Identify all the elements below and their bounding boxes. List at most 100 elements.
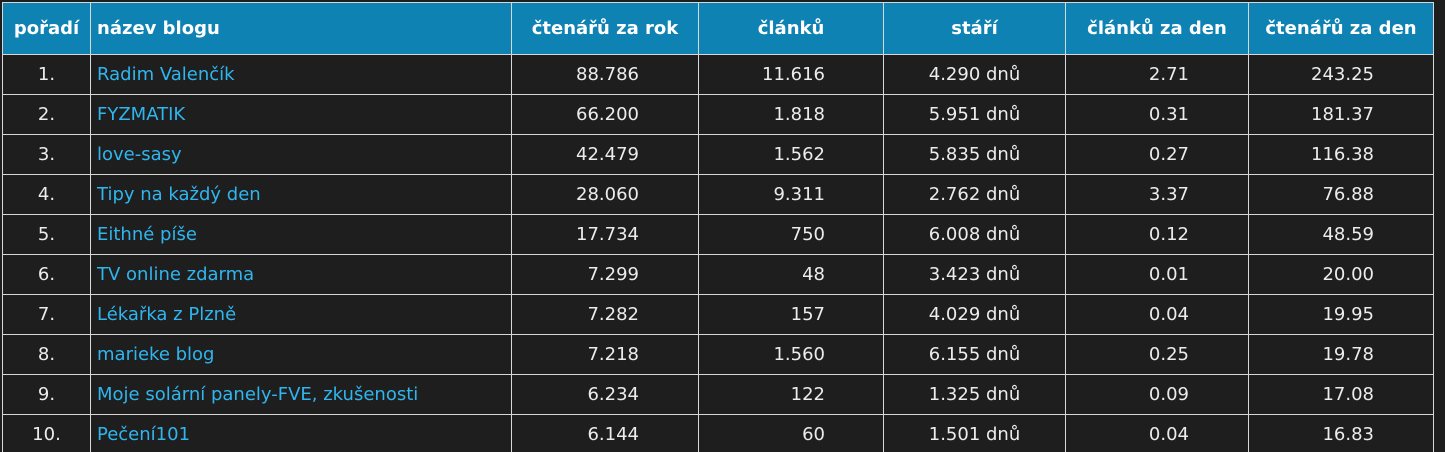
- cell-articles-per-day: 0.01: [1065, 254, 1249, 295]
- cell-blog-name: Eithné píše: [90, 214, 512, 255]
- cell-articles-per-day: 0.09: [1065, 374, 1249, 415]
- cell-readers-per-year: 7.282: [511, 294, 699, 335]
- cell-age: 6.008 dnů: [883, 214, 1066, 255]
- cell-readers-per-day: 181.37: [1248, 94, 1434, 135]
- table-header-row: pořadí název blogu čtenářů za rok článků…: [2, 2, 1434, 55]
- blog-link[interactable]: marieke blog: [97, 344, 215, 365]
- table-row: 8. marieke blog 7.218 1.560 6.155 dnů 0.25 19.…: [2, 334, 1434, 375]
- cell-articles: 11.616: [698, 54, 884, 95]
- cell-rank: 10.: [2, 414, 91, 452]
- cell-articles-per-day: 0.31: [1065, 94, 1249, 135]
- table-row: 6. TV online zdarma 7.299 48 3.423 dnů 0.01 20…: [2, 254, 1434, 295]
- cell-readers-per-year: 7.299: [511, 254, 699, 295]
- cell-age: 6.155 dnů: [883, 334, 1066, 375]
- cell-rank: 5.: [2, 214, 91, 255]
- cell-articles-per-day: 0.12: [1065, 214, 1249, 255]
- cell-articles: 1.562: [698, 134, 884, 175]
- cell-articles: 157: [698, 294, 884, 335]
- cell-age: 2.762 dnů: [883, 174, 1066, 215]
- cell-articles-per-day: 2.71: [1065, 54, 1249, 95]
- cell-readers-per-year: 42.479: [511, 134, 699, 175]
- cell-blog-name: Pečení101: [90, 414, 512, 452]
- header-articles-per-day[interactable]: článků za den: [1065, 2, 1249, 55]
- cell-blog-name: marieke blog: [90, 334, 512, 375]
- cell-blog-name: Moje solární panely-FVE, zkušenosti: [90, 374, 512, 415]
- cell-readers-per-year: 17.734: [511, 214, 699, 255]
- cell-readers-per-year: 6.234: [511, 374, 699, 415]
- cell-articles: 122: [698, 374, 884, 415]
- cell-rank: 9.: [2, 374, 91, 415]
- blog-link[interactable]: love-sasy: [97, 144, 182, 165]
- table-row: 9. Moje solární panely-FVE, zkušenosti 6.2…: [2, 374, 1434, 415]
- cell-age: 1.501 dnů: [883, 414, 1066, 452]
- cell-readers-per-year: 7.218: [511, 334, 699, 375]
- blog-link[interactable]: TV online zdarma: [97, 264, 255, 285]
- blog-link[interactable]: Radim Valenčík: [97, 64, 235, 85]
- cell-readers-per-day: 19.95: [1248, 294, 1434, 335]
- cell-age: 5.951 dnů: [883, 94, 1066, 135]
- cell-rank: 4.: [2, 174, 91, 215]
- cell-rank: 1.: [2, 54, 91, 95]
- cell-articles: 48: [698, 254, 884, 295]
- blog-link[interactable]: Lékařka z Plzně: [97, 304, 237, 325]
- header-readers-per-year[interactable]: čtenářů za rok: [511, 2, 699, 55]
- cell-articles-per-day: 0.25: [1065, 334, 1249, 375]
- cell-age: 3.423 dnů: [883, 254, 1066, 295]
- blog-link[interactable]: Tipy na každý den: [97, 184, 261, 205]
- cell-rank: 6.: [2, 254, 91, 295]
- cell-articles-per-day: 3.37: [1065, 174, 1249, 215]
- table-row: 2. FYZMATIK 66.200 1.818 5.951 dnů 0.31 181.37: [2, 94, 1434, 135]
- cell-articles: 9.311: [698, 174, 884, 215]
- cell-articles: 60: [698, 414, 884, 452]
- cell-blog-name: Radim Valenčík: [90, 54, 512, 95]
- cell-articles-per-day: 0.04: [1065, 294, 1249, 335]
- blog-link[interactable]: Pečení101: [97, 424, 191, 445]
- cell-readers-per-day: 19.78: [1248, 334, 1434, 375]
- cell-readers-per-day: 243.25: [1248, 54, 1434, 95]
- cell-rank: 2.: [2, 94, 91, 135]
- header-age[interactable]: stáří: [883, 2, 1066, 55]
- cell-blog-name: Lékařka z Plzně: [90, 294, 512, 335]
- cell-articles-per-day: 0.04: [1065, 414, 1249, 452]
- table-row: 7. Lékařka z Plzně 7.282 157 4.029 dnů 0.04 19…: [2, 294, 1434, 335]
- cell-blog-name: FYZMATIK: [90, 94, 512, 135]
- cell-readers-per-day: 76.88: [1248, 174, 1434, 215]
- cell-readers-per-day: 16.83: [1248, 414, 1434, 452]
- cell-blog-name: Tipy na každý den: [90, 174, 512, 215]
- header-blog-name[interactable]: název blogu: [90, 2, 512, 55]
- table-row: 10. Pečení101 6.144 60 1.501 dnů 0.04 16.83: [2, 414, 1434, 452]
- cell-age: 1.325 dnů: [883, 374, 1066, 415]
- table-row: 3. love-sasy 42.479 1.562 5.835 dnů 0.27 116.3…: [2, 134, 1434, 175]
- cell-readers-per-year: 28.060: [511, 174, 699, 215]
- table-row: 4. Tipy na každý den 28.060 9.311 2.762 dnů 3…: [2, 174, 1434, 215]
- cell-readers-per-day: 116.38: [1248, 134, 1434, 175]
- blog-link[interactable]: Moje solární panely-FVE, zkušenosti: [97, 384, 419, 405]
- table-row: 5. Eithné píše 17.734 750 6.008 dnů 0.12 48.59: [2, 214, 1434, 255]
- blog-link[interactable]: Eithné píše: [97, 224, 197, 245]
- blog-link[interactable]: FYZMATIK: [97, 104, 186, 125]
- cell-readers-per-year: 66.200: [511, 94, 699, 135]
- header-articles[interactable]: článků: [698, 2, 884, 55]
- cell-rank: 8.: [2, 334, 91, 375]
- cell-age: 5.835 dnů: [883, 134, 1066, 175]
- cell-blog-name: love-sasy: [90, 134, 512, 175]
- cell-readers-per-year: 88.786: [511, 54, 699, 95]
- table-row: 1. Radim Valenčík 88.786 11.616 4.290 dnů 2.7…: [2, 54, 1434, 95]
- cell-rank: 3.: [2, 134, 91, 175]
- cell-articles: 1.560: [698, 334, 884, 375]
- cell-blog-name: TV online zdarma: [90, 254, 512, 295]
- cell-articles: 1.818: [698, 94, 884, 135]
- cell-rank: 7.: [2, 294, 91, 335]
- header-readers-per-day[interactable]: čtenářů za den: [1248, 2, 1434, 55]
- header-rank[interactable]: pořadí: [2, 2, 91, 55]
- cell-age: 4.029 dnů: [883, 294, 1066, 335]
- cell-readers-per-day: 48.59: [1248, 214, 1434, 255]
- cell-age: 4.290 dnů: [883, 54, 1066, 95]
- cell-articles: 750: [698, 214, 884, 255]
- cell-articles-per-day: 0.27: [1065, 134, 1249, 175]
- cell-readers-per-day: 17.08: [1248, 374, 1434, 415]
- cell-readers-per-year: 6.144: [511, 414, 699, 452]
- cell-readers-per-day: 20.00: [1248, 254, 1434, 295]
